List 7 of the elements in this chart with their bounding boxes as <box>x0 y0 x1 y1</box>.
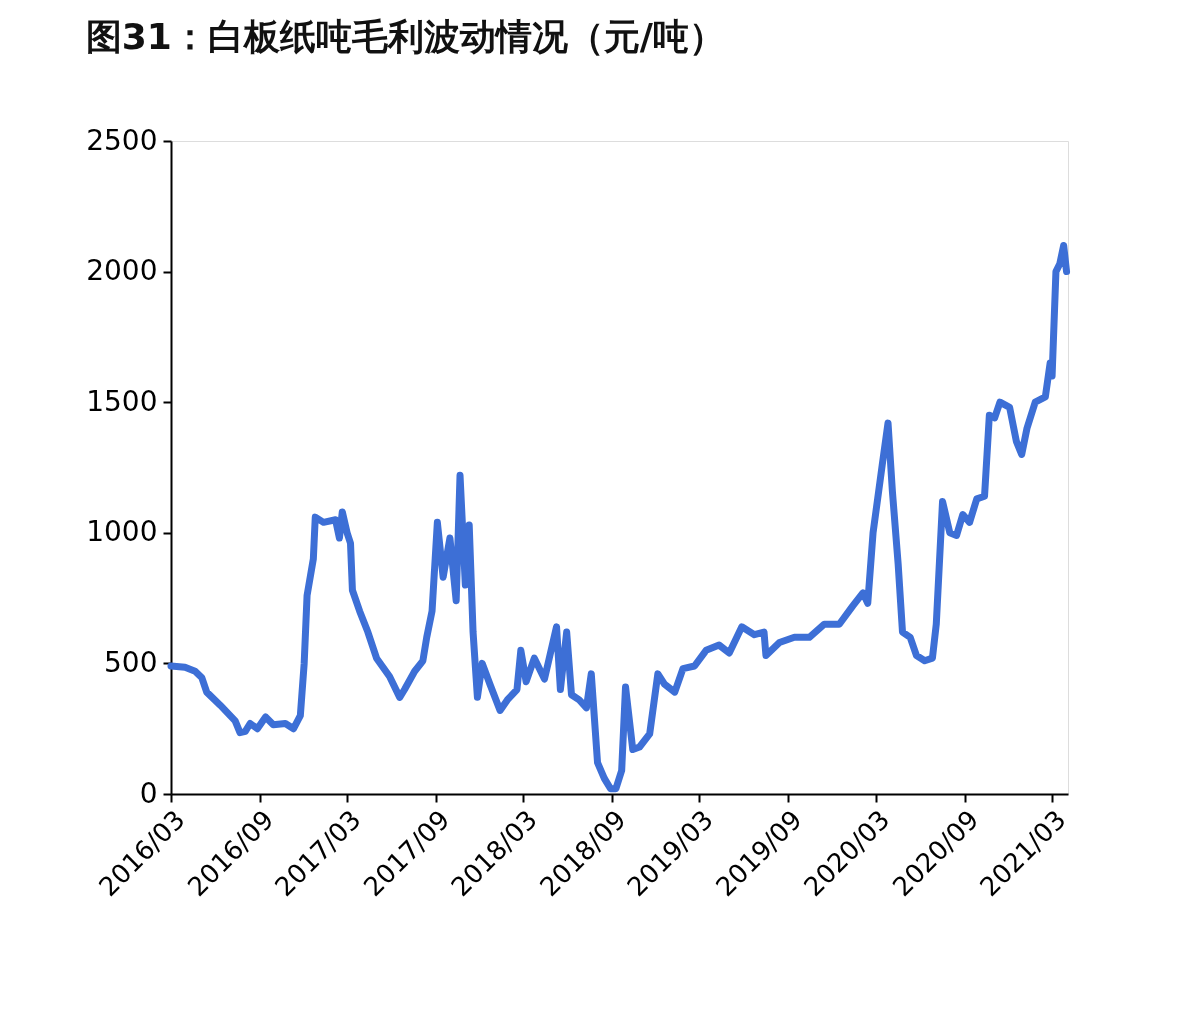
y-tick-label: 1500 <box>86 384 158 418</box>
chart-title: 图31：白板纸吨毛利波动情况（元/吨） <box>85 16 725 57</box>
y-tick-label: 2500 <box>86 123 158 157</box>
y-tick-label: 0 <box>139 776 158 810</box>
y-tick-label: 1000 <box>86 515 158 549</box>
y-tick-label: 500 <box>104 645 158 679</box>
y-tick-label: 2000 <box>86 254 158 288</box>
